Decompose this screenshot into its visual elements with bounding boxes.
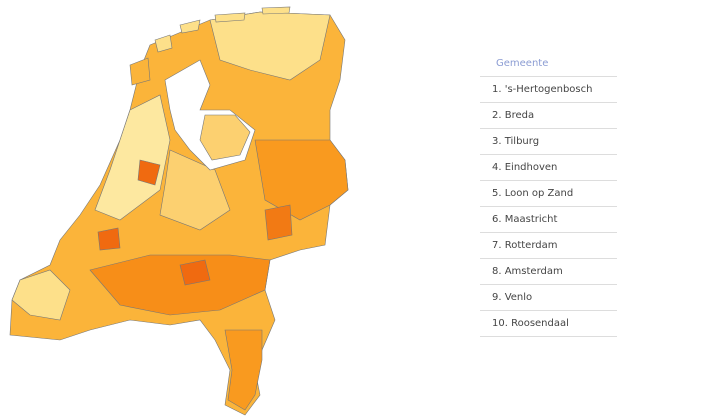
list-header: Gemeente [480,52,617,77]
island [261,6,291,15]
list-item: 10. Roosendaal [480,311,617,337]
list-item: 3. Tilburg [480,129,617,155]
list-item: 5. Loon op Zand [480,181,617,207]
zeeland-region [11,269,71,321]
list-item: 7. Rotterdam [480,233,617,259]
map [9,6,349,416]
island [179,19,201,34]
list-item: 4. Eindhoven [480,155,617,181]
flevoland [199,114,251,161]
island [154,34,173,53]
island [129,57,151,86]
holland-region [94,94,171,221]
netherlands-map [9,6,349,416]
east-region [254,139,349,221]
list-item: 1. 's-Hertogenbosch [480,77,617,103]
brabant-region [89,254,271,316]
hotspot-2 [137,159,161,186]
list-item: 6. Maastricht [480,207,617,233]
ranking-list: Gemeente 1. 's-Hertogenbosch 2. Breda 3. T… [480,52,617,337]
utrecht-region [159,149,231,231]
hotspot-3 [97,227,121,251]
list-item: 8. Amsterdam [480,259,617,285]
hotspot-1 [179,259,211,286]
hotspot-4 [264,204,293,241]
list-item: 9. Venlo [480,285,617,311]
island [214,12,246,23]
limburg-region [224,329,263,411]
list-item: 2. Breda [480,103,617,129]
